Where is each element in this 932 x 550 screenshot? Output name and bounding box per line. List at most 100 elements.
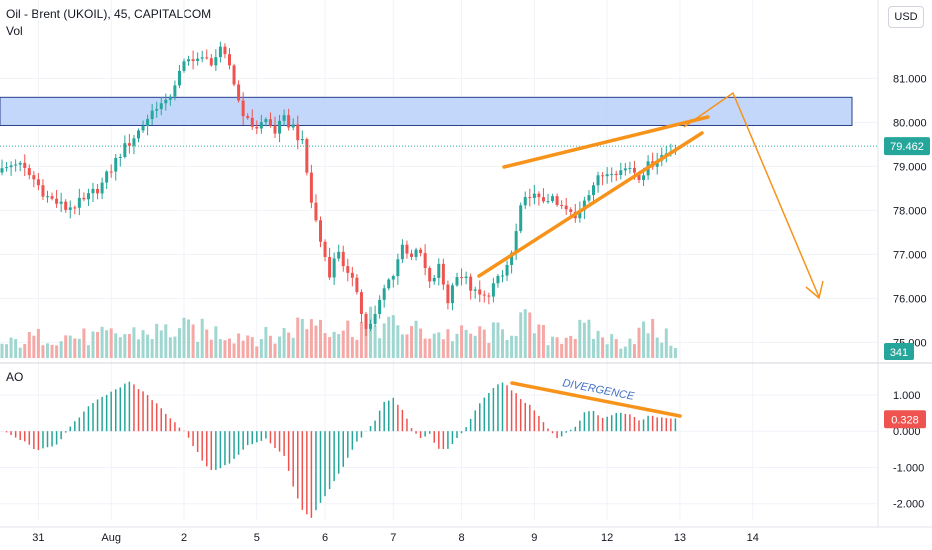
volume-bar	[114, 333, 118, 358]
candle-body	[173, 85, 177, 97]
candle-body	[0, 168, 4, 173]
volume-bar	[532, 333, 536, 358]
volume-bar	[528, 312, 532, 358]
candle-body	[341, 251, 345, 267]
candle-body	[546, 201, 550, 203]
volume-badge	[884, 343, 914, 360]
volume-bar	[564, 337, 568, 358]
volume-bar	[332, 331, 336, 358]
candle-body	[628, 167, 632, 169]
x-tick-label: 6	[322, 532, 328, 544]
price-tick-label: 80.000	[893, 117, 927, 129]
projection-arrow-path	[683, 91, 820, 298]
volume-bar	[387, 316, 391, 358]
x-tick-label: Aug	[101, 532, 121, 544]
volume-bar	[105, 330, 109, 358]
volume-bar	[441, 339, 445, 358]
wedge-lower-trendline	[477, 131, 704, 278]
candle-body	[214, 57, 218, 66]
candle-body	[27, 168, 31, 176]
volume-bar	[578, 319, 582, 358]
candle-body	[619, 170, 623, 176]
candle-body	[159, 103, 163, 110]
axis-layer: 81.00080.00079.00078.00077.00076.00075.0…	[32, 73, 930, 544]
volume-bar	[246, 335, 250, 358]
resistance-zone	[0, 96, 853, 126]
volume-bar	[82, 328, 86, 358]
candle-body	[118, 156, 122, 158]
volume-bar	[592, 338, 595, 358]
volume-bar	[400, 334, 404, 358]
volume-bar	[673, 348, 677, 358]
volume-bar	[96, 331, 100, 358]
volume-bar	[555, 337, 559, 358]
volume-bar	[155, 323, 159, 358]
x-tick-label: 8	[458, 532, 464, 544]
currency-button[interactable]: USD	[888, 6, 924, 28]
volume-bar	[514, 335, 518, 358]
candle-body	[146, 119, 150, 127]
volume-bar	[396, 325, 400, 358]
candle-body	[496, 275, 500, 284]
volume-bar	[218, 339, 222, 358]
candle-body	[141, 126, 145, 131]
volume-bar	[18, 347, 22, 358]
divergence-line	[510, 381, 682, 418]
candle-body	[419, 249, 423, 254]
candle-body	[510, 252, 514, 265]
ao-histogram-layer	[1, 381, 677, 518]
volume-bar	[237, 333, 241, 358]
volume-bar	[9, 337, 13, 358]
price-tick-label: 81.000	[893, 73, 927, 85]
candle-body	[155, 109, 159, 111]
candle-body	[551, 196, 555, 202]
candle-body	[637, 172, 641, 180]
candle-body	[55, 198, 59, 204]
chart-title: Oil - Brent (UKOIL), 45, CAPITALCOM	[6, 7, 212, 21]
candle-body	[437, 263, 441, 278]
candle-body	[537, 193, 541, 198]
volume-bar	[328, 337, 332, 358]
candle-body	[359, 292, 363, 314]
candle-body	[642, 175, 646, 180]
candle-body	[91, 188, 95, 194]
volume-bar	[373, 325, 377, 358]
candle-body	[50, 196, 54, 199]
volume-bar	[455, 333, 459, 358]
volume-bar	[14, 339, 18, 358]
candle-body	[605, 174, 609, 177]
candle-body	[632, 167, 636, 173]
volume-bar	[164, 324, 168, 358]
volume-bar	[137, 339, 140, 358]
volume-bar	[460, 325, 464, 358]
candle-body	[400, 244, 404, 260]
candle-body	[9, 165, 13, 168]
candle-body	[64, 201, 68, 210]
candle-body	[177, 70, 181, 86]
candle-body	[596, 175, 600, 186]
volume-bar	[637, 327, 641, 358]
candle-body	[228, 54, 231, 66]
volume-bar	[314, 325, 318, 358]
candle-body	[191, 59, 195, 62]
candle-body	[378, 299, 382, 314]
volume-bar	[77, 338, 81, 358]
candle-body	[491, 283, 495, 297]
wedge-upper-trendline	[502, 115, 710, 169]
volume-bar	[232, 343, 236, 358]
candle-body	[455, 277, 459, 286]
candle-body	[441, 263, 445, 285]
candle-body	[541, 197, 545, 202]
candle-body	[314, 202, 318, 221]
candle-body	[114, 157, 118, 172]
candle-body	[414, 249, 418, 257]
volume-bar	[323, 333, 327, 358]
candle-body	[32, 175, 36, 180]
ao-tick-label: -1.000	[893, 462, 924, 474]
candle-body	[296, 124, 300, 141]
volume-bar	[109, 328, 113, 358]
volume-bar	[86, 345, 90, 358]
volume-bar	[505, 339, 509, 358]
candle-body	[391, 276, 395, 280]
